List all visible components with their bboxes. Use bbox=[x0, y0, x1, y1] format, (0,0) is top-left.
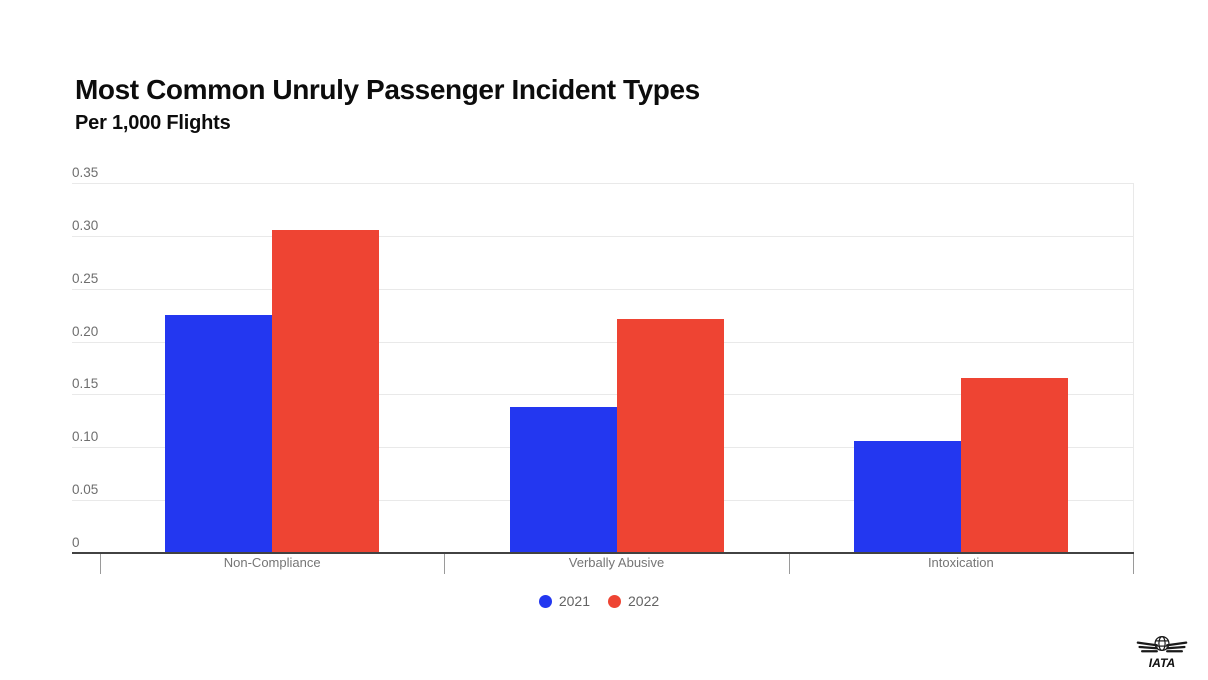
bar-2021-intoxication[interactable] bbox=[853, 440, 961, 553]
chart-title: Most Common Unruly Passenger Incident Ty… bbox=[75, 74, 700, 105]
y-axis-tick-label: 0 bbox=[72, 535, 80, 550]
category-boundary-tick bbox=[100, 554, 101, 574]
x-axis-category-label: Intoxication bbox=[927, 555, 994, 570]
iata-logo-text: IATA bbox=[1149, 656, 1175, 670]
y-axis-tick-label: 0.25 bbox=[72, 270, 99, 286]
bar-2022-verbally-abusive[interactable] bbox=[616, 319, 724, 553]
legend-dot-icon bbox=[608, 594, 621, 608]
category-boundary-tick bbox=[788, 554, 790, 574]
plot-right-edge bbox=[1133, 183, 1134, 553]
y-gridline bbox=[72, 288, 1133, 290]
y-gridline bbox=[72, 394, 1133, 396]
chart-subtitle: Per 1,000 Flights bbox=[75, 112, 231, 134]
legend-label: 2021 bbox=[558, 593, 590, 609]
y-gridline bbox=[72, 235, 1133, 237]
bar-2021-non-compliance[interactable] bbox=[165, 315, 273, 553]
category-boundary-tick bbox=[444, 554, 446, 574]
x-axis-category-label: Non-Compliance bbox=[223, 555, 321, 570]
bar-2021-verbally-abusive[interactable] bbox=[509, 407, 617, 553]
y-axis-tick-label: 0.20 bbox=[72, 323, 99, 339]
y-axis-tick-label: 0.10 bbox=[72, 429, 99, 445]
chart-legend: 2021 2022 bbox=[0, 593, 1198, 609]
y-gridline bbox=[72, 341, 1133, 343]
y-axis-tick-label: 0.35 bbox=[72, 165, 99, 180]
bar-2022-intoxication[interactable] bbox=[960, 377, 1068, 553]
legend-label: 2022 bbox=[628, 593, 660, 609]
iata-winged-globe-icon: IATA bbox=[1136, 635, 1188, 670]
category-boundary-tick bbox=[1133, 554, 1134, 574]
y-axis-tick-label: 0.05 bbox=[72, 482, 99, 498]
x-axis-category-label: Verbally Abusive bbox=[568, 555, 665, 570]
legend-item-2022[interactable]: 2022 bbox=[608, 593, 659, 609]
y-axis-tick-label: 0.30 bbox=[72, 217, 99, 233]
iata-logo: IATA bbox=[1136, 634, 1188, 672]
y-axis-tick-label: 0.15 bbox=[72, 376, 99, 392]
y-gridline bbox=[72, 183, 1133, 184]
bar-2022-non-compliance[interactable] bbox=[272, 229, 380, 553]
legend-dot-icon bbox=[538, 594, 552, 608]
x-axis-line bbox=[72, 552, 1134, 554]
legend-item-2021[interactable]: 2021 bbox=[538, 593, 590, 609]
